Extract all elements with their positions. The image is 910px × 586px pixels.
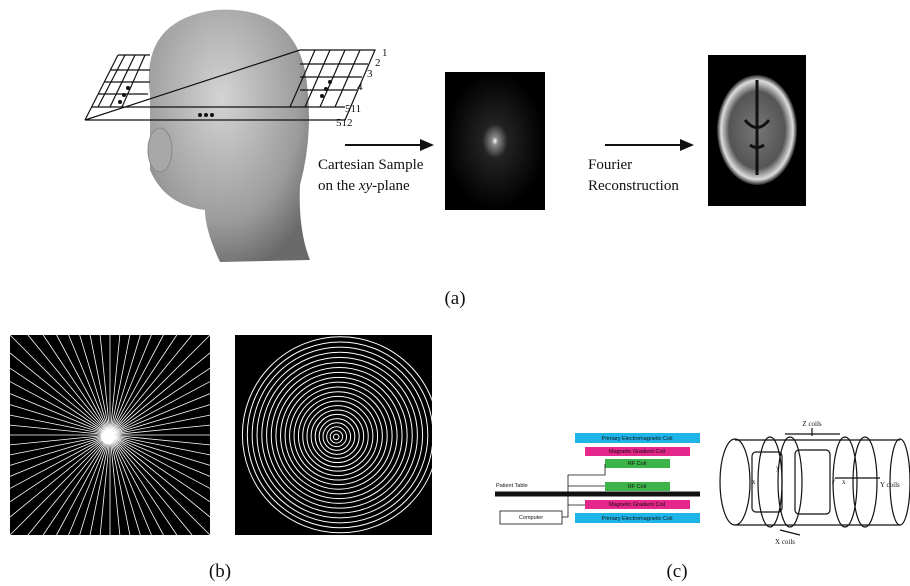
head-illustration: [148, 10, 310, 262]
row-label: 4: [357, 81, 363, 93]
row-label: 512: [336, 117, 353, 129]
y-coils-label: Y coils: [880, 481, 900, 489]
z-coils-label: Z coils: [802, 420, 822, 428]
caption: (c): [666, 561, 687, 582]
row-label: 3: [367, 68, 373, 80]
mri-image: [708, 55, 806, 206]
coil-label: RF Coil: [628, 461, 646, 467]
text: -plane: [372, 178, 410, 194]
row-label: 2: [375, 57, 381, 69]
axis-mark: x: [842, 478, 846, 486]
arrow: [605, 139, 694, 151]
caption: (b): [209, 561, 231, 582]
reconstruction-label: Fourier: [588, 157, 632, 173]
x-coils-label: X coils: [775, 538, 795, 546]
coil-label: Primary Electromagnetic Coil: [602, 436, 673, 442]
row-label: 1: [382, 47, 388, 59]
k-space-image: [445, 72, 545, 210]
arrow: [345, 139, 434, 151]
table-label: Patient Table: [496, 483, 528, 489]
sampling-label: on the xy-plane: [318, 178, 410, 194]
coil-diagram: [495, 433, 700, 524]
coil-label: Primary Electromagnetic Coil: [602, 516, 673, 522]
computer-label: Computer: [519, 515, 543, 521]
figure: 1 2 3 4 511 512 Cartesian Sample on the …: [0, 0, 910, 586]
center-point: [101, 430, 115, 444]
axis-mark: y: [776, 464, 780, 472]
caption: (a): [444, 288, 465, 309]
sampling-label: Cartesian Sample: [318, 157, 424, 173]
coil-label: RF Coil: [628, 484, 646, 490]
text: on the: [318, 178, 359, 194]
reconstruction-label: Reconstruction: [588, 178, 679, 194]
coil-label: Magnetic Gradient Coil: [609, 502, 665, 508]
axis-mark: x: [752, 478, 756, 486]
coil-label: Magnetic Gradient Coil: [609, 449, 665, 455]
row-label: 511: [345, 103, 361, 115]
axis-mark: y: [832, 476, 836, 484]
text: xy: [358, 178, 373, 194]
